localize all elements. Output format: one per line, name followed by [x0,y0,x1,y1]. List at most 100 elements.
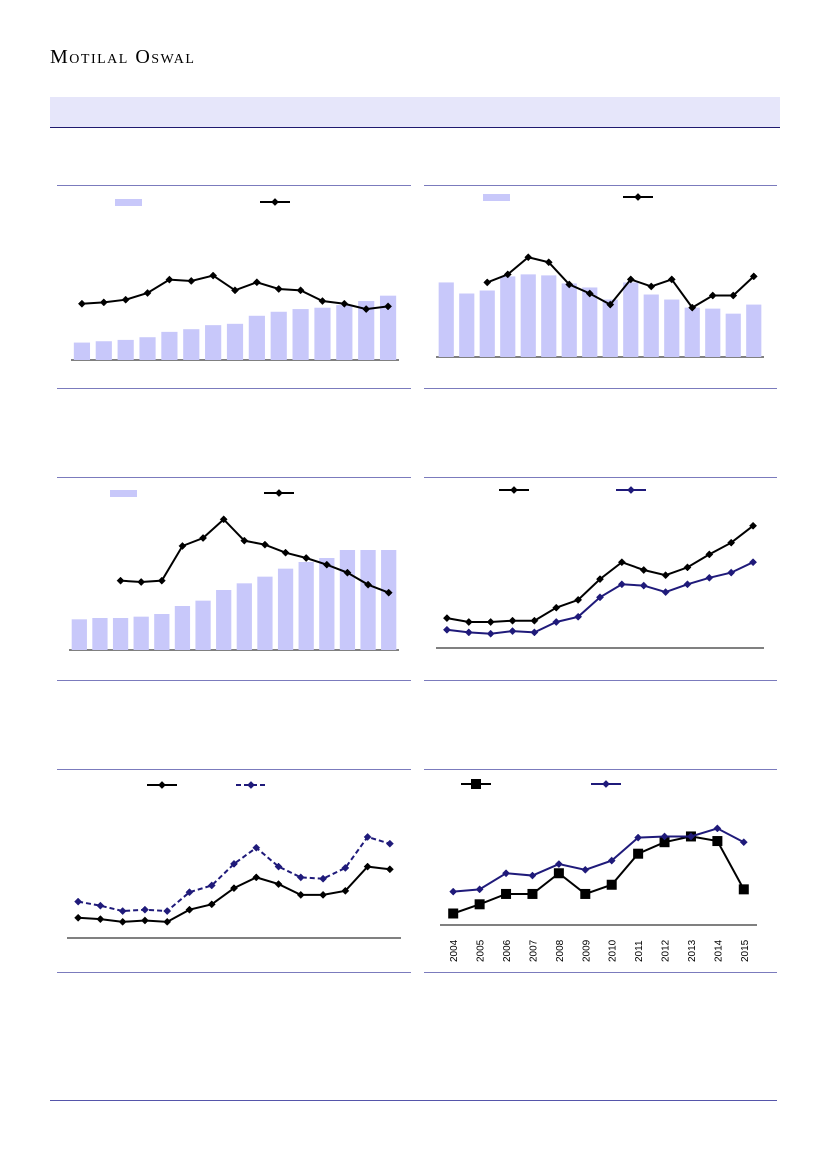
chart-1-bar [292,309,309,360]
chart-5-panel [57,770,411,972]
chart-5-legend-line-1-marker [158,781,166,789]
chart-3-point [157,576,166,585]
chart-6-tick-label: 2008 [555,939,566,962]
chart-4-point [639,566,648,574]
chart-4-point [508,616,517,625]
chart-4-point [749,521,758,530]
chart-4-series-1-line [446,525,754,623]
chart-3-bar [174,606,191,650]
chart-3-bar [71,619,87,650]
chart-5-point [274,862,283,871]
chart-1-point [274,285,283,293]
chart-6-point [502,869,510,878]
chart-3-bar [154,614,170,650]
chart-4-point [705,573,714,582]
chart-2-bottom-rule [424,388,777,389]
chart-5-point [385,839,394,848]
chart-6-tick-label: 2011 [634,940,645,962]
chart-1-panel [57,186,411,388]
chart-4-point [661,571,670,580]
chart-2-bar [520,274,536,357]
chart-4-point [574,595,583,604]
chart-3-bar [112,618,129,650]
chart-4-point [442,614,451,623]
chart-5-point [319,874,328,883]
chart-6-point [501,888,512,899]
chart-4-point [617,580,626,589]
chart-1-point [121,295,130,304]
chart-4-legend-line-2-marker [627,486,635,494]
chart-6-point [553,868,564,879]
chart-1-point [143,289,152,297]
chart-1-bar [270,311,287,360]
chart-4-point [574,612,583,621]
chart-4-point [464,628,473,637]
chart-2-point [667,275,676,284]
chart-6-bottom-rule [424,972,777,973]
chart-6-tick-label: 2007 [528,939,539,962]
chart-3-series-2-line [120,517,390,594]
chart-6-point [687,832,695,841]
chart-2-point [483,278,492,287]
chart-6-series-2-line [453,827,745,893]
chart-6-point [607,856,616,865]
chart-2-point [585,289,594,298]
chart-2-bar [602,299,618,357]
chart-5-point [74,897,83,906]
chart-4-point [683,580,692,589]
chart-3-panel [57,478,411,680]
chart-6-tick-label: 2005 [476,939,487,962]
chart-5-bottom-rule [57,972,411,973]
chart-3-bar [216,590,232,650]
chart-6-point [713,824,722,833]
chart-3-bar [92,618,108,650]
chart-5-point [96,915,105,924]
chart-6-tick-label: 2013 [687,939,698,962]
chart-2-bar [500,276,516,357]
chart-4 [436,486,764,649]
chart-5-point [118,917,127,926]
chart-2-point [626,275,635,284]
chart-6-point [739,838,748,847]
chart-6-point [449,887,458,896]
chart-6-tick-label: 2004 [449,939,460,962]
chart-3-bar [339,550,356,650]
chart-1-legend-bar-swatch [115,199,142,206]
chart-3-point [137,578,146,586]
chart-4-top-rule [424,477,777,478]
chart-2-bar [623,282,639,357]
chart-6-point [528,871,537,880]
chart-1 [71,198,399,361]
chart-3-bar [195,600,211,650]
chart-4-point [464,618,473,626]
chart-6-tick-label: 2015 [740,939,751,962]
chart-4-point [727,568,736,577]
chart-2-bar [582,287,598,357]
chart-4-point [552,603,561,612]
chart-1-bar [117,339,134,360]
chart-2-point [708,291,717,300]
chart-1-bar [336,305,353,360]
chart-2-point [524,253,533,262]
brand-logo: Motilal Oswal [50,46,196,68]
chart-2-bar [705,308,721,357]
chart-1-bar [379,295,397,360]
chart-5-point [230,859,238,868]
chart-1-bar [161,331,178,360]
chart-1-point [77,299,86,308]
chart-1-point [318,297,327,305]
chart-6-point [738,884,749,895]
chart-1-bar [358,301,375,360]
chart-2-point [503,270,512,279]
chart-1-point [99,298,108,307]
chart-1-bar [314,307,331,360]
chart-5-point [341,886,350,895]
chart-4-legend-line-1-marker [510,486,518,494]
chart-5-point [163,917,172,926]
chart-5-series-2-line [77,835,391,913]
section-header-band [50,97,780,128]
footer-rule [50,1100,777,1101]
chart-4-point [442,625,451,634]
chart-3-point [302,554,311,562]
chart-1-bar [139,337,156,360]
